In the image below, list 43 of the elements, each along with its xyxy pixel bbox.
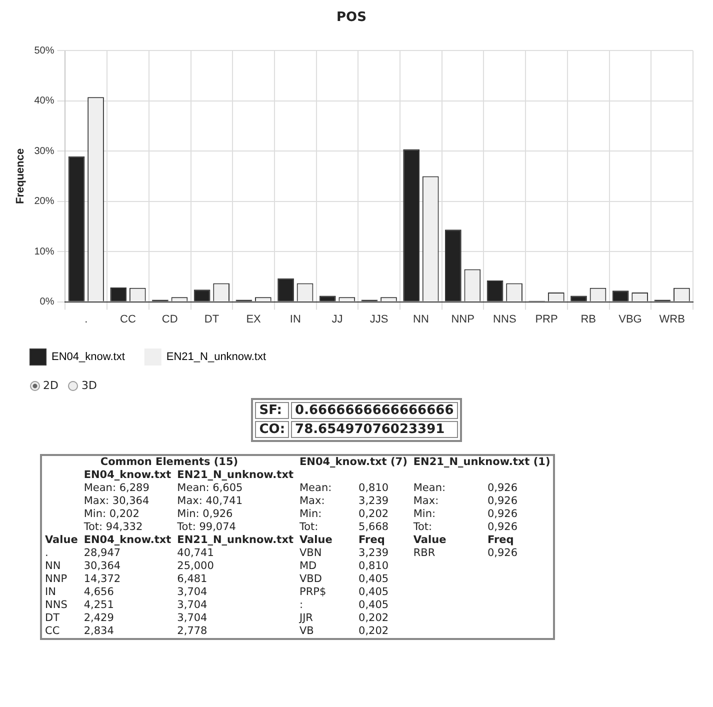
y-tick-label: 0% xyxy=(40,296,54,308)
y-tick-label: 50% xyxy=(34,45,54,56)
y-tick-label: 10% xyxy=(34,246,54,258)
text: 3D xyxy=(81,379,97,392)
text: Common Elements (15) EN04_know.txt (7) EN21_N_unknow.txt (1) xyxy=(100,456,550,468)
x-tick-label: VBG xyxy=(618,313,642,326)
text: . 28,947 40,741 VBN 3,239 RBR 0,926 xyxy=(45,547,518,559)
x-tick-label: JJ xyxy=(332,313,343,326)
text: SF: 0.6666666666666666 xyxy=(258,402,455,419)
text: NNP 14,372 6,481 VBD 0,405 xyxy=(45,573,389,585)
text: IN 4,656 3,704 PRP$ 0,405 xyxy=(45,586,389,598)
x-tick-label: CC xyxy=(120,313,136,326)
text: CC 2,834 2,778 VB 0,202 xyxy=(45,625,389,637)
y-tick-label: 20% xyxy=(34,196,54,208)
legend-label: EN04_know.txt xyxy=(52,351,125,364)
chart-title: POS xyxy=(336,10,366,26)
text: Mean: 6,289 Mean: 6,605 Mean: 0,810 Mean: 0,926 xyxy=(84,482,518,494)
x-tick-label: EX xyxy=(246,313,262,326)
text: CO: 78.65497076023391 xyxy=(258,421,446,438)
x-tick-label: NNP xyxy=(451,313,474,326)
text: DT 2,429 3,704 JJR 0,202 xyxy=(45,612,389,624)
y-tick-label: 40% xyxy=(34,96,54,107)
x-tick-label: NNS xyxy=(493,313,516,326)
text: NN 30,364 25,000 MD 0,810 xyxy=(45,560,389,572)
text: Tot: 94,332 Tot: 99,074 Tot: 5,668 Tot: 0,926 xyxy=(84,521,518,533)
text: EN04_know.txt EN21_N_unknow.txt xyxy=(82,469,294,482)
x-tick-label: WRB xyxy=(659,313,685,326)
x-tick-label: DT xyxy=(204,313,220,326)
text: Min: 0,202 Min: 0,926 Min: 0,202 Min: 0,926 xyxy=(84,508,518,520)
y-tick-label: 30% xyxy=(34,146,54,157)
text: NNS 4,251 3,704 : 0,405 xyxy=(45,599,389,611)
x-tick-label: NN xyxy=(413,313,429,326)
x-tick-label: CD xyxy=(162,313,178,326)
x-tick-label: JJS xyxy=(370,313,388,326)
text: 2D xyxy=(43,379,58,392)
x-tick-label: RB xyxy=(580,313,596,326)
x-tick-label: . xyxy=(84,313,88,326)
x-tick-label: PRP xyxy=(535,313,558,326)
text: Max: 30,364 Max: 40,741 Max: 3,239 Max: 0,926 xyxy=(84,495,518,507)
x-tick-label: IN xyxy=(290,313,301,326)
legend-label: EN21_N_unknow.txt xyxy=(166,351,266,364)
text: Value EN04_know.txt EN21_N_unknow.txt Value Freq Value Freq xyxy=(45,534,514,546)
y-axis-title: Frequence xyxy=(14,148,27,204)
